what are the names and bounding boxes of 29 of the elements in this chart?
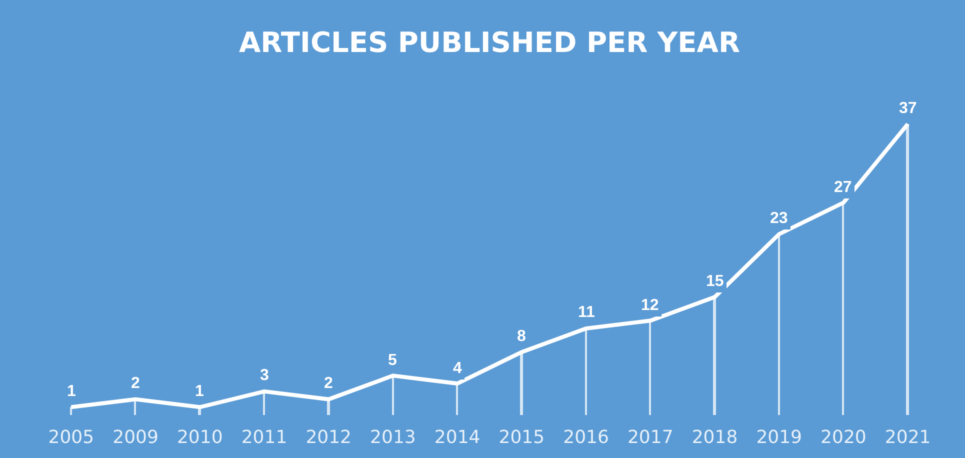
x-tick-label: 2010 (176, 427, 223, 448)
data-label: 11 (578, 304, 596, 321)
x-tick-label: 2011 (241, 427, 288, 448)
data-label: 1 (195, 383, 204, 400)
data-label: 12 (641, 297, 659, 314)
data-label: 2 (131, 375, 140, 392)
x-tick-label: 2017 (627, 427, 674, 448)
x-tick-label: 2019 (756, 427, 802, 448)
x-tick-label: 2015 (498, 427, 545, 448)
x-tick-label: 2021 (884, 427, 931, 448)
x-tick-label: 2020 (820, 427, 866, 448)
x-tick-label: 2009 (112, 427, 158, 448)
x-tick-label: 2005 (48, 427, 94, 448)
data-label: 1 (67, 383, 76, 400)
data-label: 4 (453, 360, 462, 377)
data-label: 27 (834, 179, 852, 196)
x-tick-label: 2012 (306, 427, 352, 448)
x-tick-label: 2016 (563, 427, 609, 448)
data-label: 15 (706, 273, 724, 290)
data-label: 23 (770, 210, 788, 227)
x-tick-label: 2013 (370, 427, 416, 448)
data-label: 3 (260, 367, 269, 384)
chart-title: ARTICLES PUBLISHED PER YEAR (238, 26, 740, 59)
x-tick-label: 2018 (692, 427, 738, 448)
data-label: 37 (899, 100, 917, 117)
data-label: 8 (517, 328, 526, 345)
x-tick-label: 2014 (434, 427, 480, 448)
data-label: 2 (324, 375, 333, 392)
data-label: 5 (388, 352, 397, 369)
